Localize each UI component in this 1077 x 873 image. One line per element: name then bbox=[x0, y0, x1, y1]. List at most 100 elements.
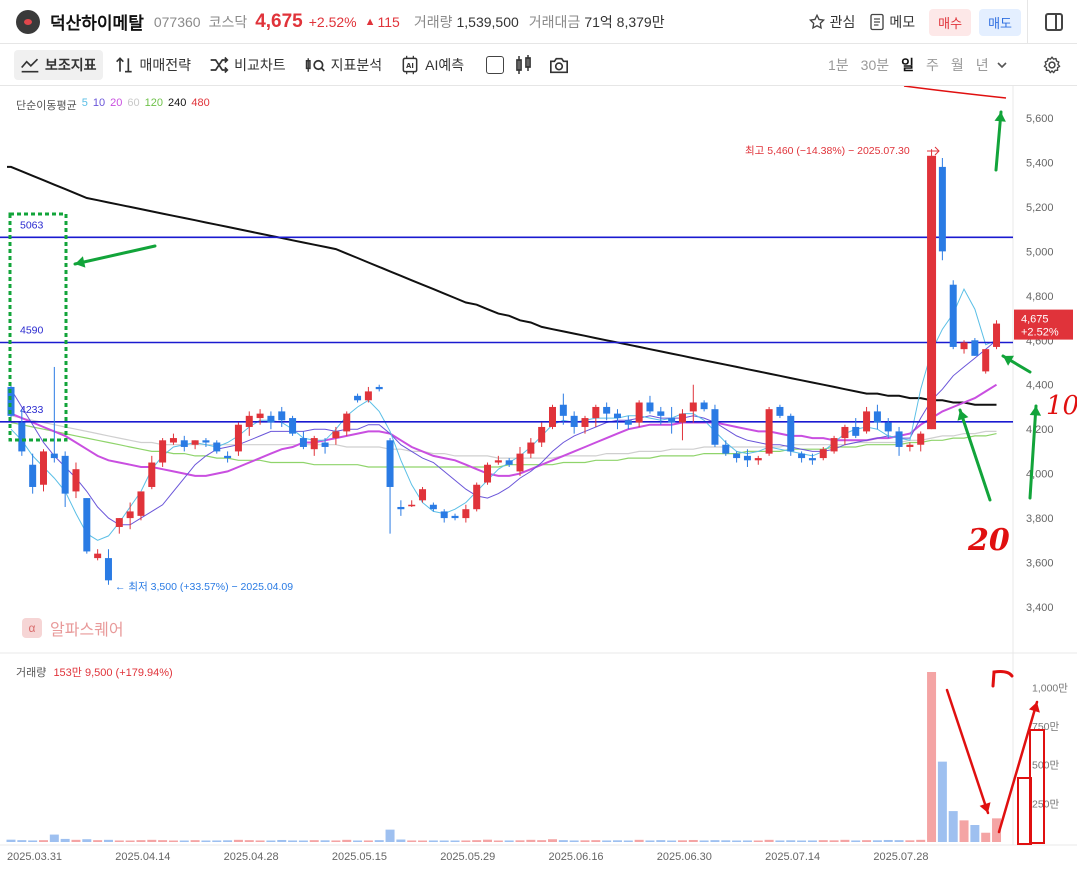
volume-bar bbox=[937, 761, 947, 842]
candle-body bbox=[678, 413, 686, 423]
gear-icon[interactable] bbox=[1042, 55, 1062, 75]
volume-bar bbox=[537, 840, 547, 842]
candle-body bbox=[484, 464, 492, 483]
candle-body bbox=[429, 504, 437, 510]
ai-predict-button[interactable]: AI AI예측 bbox=[394, 50, 470, 80]
candle-body bbox=[971, 340, 979, 356]
watch-button[interactable]: 관심 bbox=[808, 12, 855, 32]
sell-button[interactable]: 매도 bbox=[979, 8, 1021, 36]
candle-body bbox=[494, 460, 502, 463]
memo-button[interactable]: 메모 bbox=[869, 12, 915, 32]
chevron-down-icon[interactable] bbox=[995, 58, 1009, 72]
horizontal-support-lines: 5063 4590 4233 bbox=[0, 219, 1013, 423]
ma-legend-title: 단순이동평균 bbox=[16, 100, 77, 112]
indicators-button[interactable]: 보조지표 bbox=[14, 49, 103, 80]
volume-bar bbox=[93, 840, 103, 842]
red-squiggle bbox=[991, 670, 1014, 688]
candle-body bbox=[299, 438, 307, 447]
candle-body bbox=[808, 458, 816, 461]
stock-name[interactable]: 덕산하이메탈 bbox=[50, 14, 144, 33]
buy-button[interactable]: 매수 bbox=[929, 8, 972, 36]
volume-bar bbox=[168, 840, 178, 842]
volume-bar bbox=[732, 840, 742, 842]
memo-icon bbox=[870, 13, 885, 31]
volume-bar bbox=[840, 839, 850, 842]
x-tick-label: 2025.03.31 bbox=[7, 851, 62, 863]
volume-bar bbox=[807, 840, 817, 842]
low-annotation: ← 최저 3,500 (+33.57%) − 2025.04.09 bbox=[115, 581, 293, 593]
chart-toolbar: 보조지표 매매전략 비교차트 지표분석 AI AI예측 1분 30분 일 주 월… bbox=[0, 44, 1077, 130]
candle-body bbox=[581, 418, 589, 427]
candlestick-type-icon[interactable] bbox=[514, 54, 534, 76]
volume-bar bbox=[883, 839, 893, 842]
current-price: 4,675 bbox=[255, 10, 303, 32]
volume-bar bbox=[742, 840, 752, 842]
volume-bar bbox=[385, 829, 395, 842]
volume-bar bbox=[418, 840, 428, 842]
candle-body bbox=[289, 418, 297, 434]
red-box-large bbox=[1029, 729, 1045, 844]
x-tick-label: 2025.06.30 bbox=[657, 851, 712, 863]
side-panel-icon[interactable] bbox=[1045, 13, 1063, 31]
candle-body bbox=[39, 451, 47, 485]
y-tick-label: 4,200 bbox=[1026, 424, 1054, 436]
shuffle-icon bbox=[210, 56, 229, 73]
hand-written-20: 20 bbox=[967, 523, 1010, 558]
price-tag-price: 4,675 bbox=[1021, 314, 1049, 326]
ma-legend[interactable]: 단순이동평균 5 10 20 60 120 240 480 bbox=[16, 97, 215, 113]
ma60-label: 60 bbox=[127, 97, 140, 109]
y-tick-label: 3,400 bbox=[1026, 602, 1054, 614]
candle-body bbox=[570, 415, 578, 427]
candle-body bbox=[267, 415, 275, 423]
green-arrow-ma10 bbox=[1028, 404, 1038, 500]
period-year[interactable]: 년 bbox=[975, 57, 989, 73]
volume-bar bbox=[580, 840, 590, 842]
compare-button[interactable]: 비교차트 bbox=[203, 50, 292, 80]
volume-bars bbox=[6, 672, 1002, 842]
volume-bar bbox=[49, 834, 59, 842]
period-30min[interactable]: 30분 bbox=[860, 57, 890, 73]
period-month[interactable]: 월 bbox=[950, 57, 964, 73]
red-arrow-down-head bbox=[979, 802, 991, 813]
strategy-label: 매매전략 bbox=[139, 56, 192, 73]
volume-bar bbox=[818, 840, 828, 842]
candle-body bbox=[657, 411, 665, 416]
volume-bar bbox=[677, 840, 687, 842]
candle-body bbox=[949, 284, 957, 347]
strategy-button[interactable]: 매매전략 bbox=[109, 50, 198, 80]
ai-chip-icon: AI bbox=[402, 55, 418, 74]
green-arrow-ma20 bbox=[958, 408, 992, 502]
candle-body bbox=[711, 409, 719, 445]
volume-bar bbox=[862, 840, 872, 842]
alphasquare-watermark: α 알파스퀘어 bbox=[22, 616, 124, 640]
volume-bar bbox=[158, 840, 168, 842]
volume-bar bbox=[223, 840, 233, 842]
period-day[interactable]: 일 bbox=[901, 57, 915, 73]
red-hand-line bbox=[903, 86, 1007, 99]
volume-bar bbox=[851, 840, 861, 842]
volume-bar bbox=[136, 840, 146, 842]
stock-header: 덕산하이메탈 077360 코스닥 4,675 +2.52% ▲ 115 거래량… bbox=[0, 0, 1077, 44]
period-1min[interactable]: 1분 bbox=[828, 57, 849, 73]
checkbox-square-icon[interactable] bbox=[486, 55, 505, 74]
volume-tick-label: 250만 bbox=[1032, 798, 1060, 810]
period-week[interactable]: 주 bbox=[926, 57, 939, 73]
y-tick-label: 5,600 bbox=[1026, 113, 1054, 125]
green-arrow-ma5-head bbox=[1003, 355, 1014, 366]
volume-bar bbox=[363, 840, 373, 842]
analysis-button[interactable]: 지표분석 bbox=[298, 50, 389, 80]
volume-bar bbox=[147, 839, 157, 842]
candle-body bbox=[473, 484, 481, 510]
header-actions: 관심 메모 매수 매도 bbox=[808, 0, 1077, 44]
candle-body bbox=[462, 509, 470, 519]
candle-body bbox=[960, 342, 968, 350]
volume-bar bbox=[948, 811, 958, 842]
high-annotation: 최고 5,460 (−14.38%) − 2025.07.30 bbox=[745, 145, 910, 157]
volume-bar bbox=[190, 840, 200, 842]
camera-icon[interactable] bbox=[548, 55, 570, 75]
volume-bar bbox=[342, 839, 352, 842]
candle-body bbox=[592, 406, 600, 419]
ma120-label: 120 bbox=[144, 97, 163, 109]
candle-body bbox=[993, 323, 1001, 347]
